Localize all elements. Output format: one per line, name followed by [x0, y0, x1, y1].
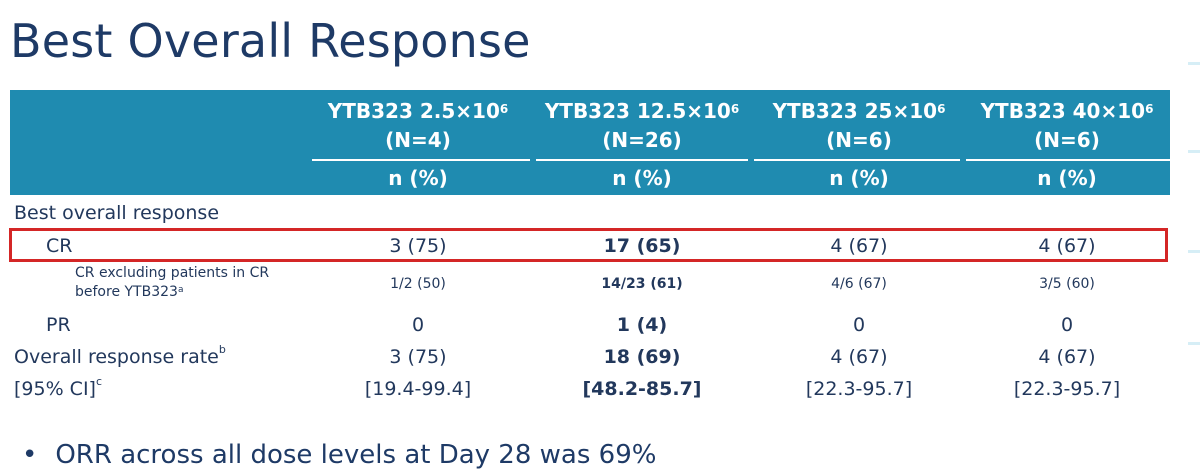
- column-header-4-name: YTB323 40×10: [980, 99, 1146, 123]
- column-header-3-exp: 6: [937, 102, 946, 116]
- column-header-4-n: (N=6): [1034, 128, 1100, 152]
- decorative-edge-mark: [1188, 150, 1200, 153]
- cell-cr-3: 4 (67): [830, 235, 888, 257]
- row-label-pr: PR: [46, 314, 71, 336]
- header-divider: [312, 159, 530, 161]
- cell-orr-2: 18 (69): [603, 346, 681, 368]
- header-divider: [754, 159, 960, 161]
- footnote-b: b: [218, 343, 226, 356]
- cell-pr-2: 1 (4): [616, 314, 668, 336]
- row-label-cr-excluding-line2: before YTB323: [75, 284, 178, 300]
- decorative-edge-mark: [1188, 342, 1200, 345]
- cell-cr-excl-3: 4/6 (67): [831, 276, 887, 292]
- bullet-dot-icon: •: [22, 440, 38, 470]
- row-label-orr-text: Overall response rate: [14, 346, 219, 368]
- column-header-3-name: YTB323 25×10: [772, 99, 938, 123]
- column-header-1-n: (N=4): [385, 128, 451, 152]
- column-header-2-n: (N=26): [602, 128, 682, 152]
- row-label-orr: Overall response rateb: [14, 343, 226, 368]
- section-label: Best overall response: [14, 202, 220, 224]
- decorative-edge-mark: [1188, 250, 1200, 253]
- cell-cr-excl-4: 3/5 (60): [1039, 276, 1095, 292]
- column-header-2-name: YTB323 12.5×10: [544, 99, 731, 123]
- cell-cr-excl-1: 1/2 (50): [390, 276, 446, 292]
- subheader-n-percent: n (%): [388, 166, 448, 190]
- cell-orr-1: 3 (75): [389, 346, 447, 368]
- subheader-n-percent: n (%): [829, 166, 889, 190]
- cell-ci-1: [19.4-99.4]: [364, 378, 472, 400]
- page-title: Best Overall Response: [10, 14, 531, 68]
- row-label-cr: CR: [46, 235, 73, 257]
- column-header-1-name: YTB323 2.5×10: [327, 99, 500, 123]
- header-divider: [536, 159, 748, 161]
- cell-cr-2: 17 (65): [603, 235, 681, 257]
- cell-pr-1: 0: [411, 314, 425, 336]
- cr-row-highlight: [9, 228, 1168, 262]
- cell-cr-excl-2: 14/23 (61): [601, 276, 683, 292]
- header-divider: [966, 159, 1170, 161]
- row-label-ci: [95% CI]c: [14, 375, 103, 400]
- cell-orr-3: 4 (67): [830, 346, 888, 368]
- cell-cr-1: 3 (75): [389, 235, 447, 257]
- column-header-3-n: (N=6): [826, 128, 892, 152]
- cell-cr-4: 4 (67): [1038, 235, 1096, 257]
- row-label-cr-excluding-line1: CR excluding patients in CR: [75, 265, 270, 281]
- column-header-2: YTB323 12.5×106 (N=26): [542, 97, 742, 155]
- cell-pr-4: 0: [1060, 314, 1074, 336]
- cell-ci-3: [22.3-95.7]: [805, 378, 913, 400]
- column-header-4: YTB323 40×106 (N=6): [967, 97, 1167, 155]
- subheader-n-percent: n (%): [612, 166, 672, 190]
- table-header-band: [10, 90, 1170, 195]
- bullet-text: ORR across all dose levels at Day 28 was…: [55, 440, 657, 470]
- subheader-n-percent: n (%): [1037, 166, 1097, 190]
- bullet-point: • ORR across all dose levels at Day 28 wa…: [22, 440, 656, 470]
- cell-pr-3: 0: [852, 314, 866, 336]
- footnote-c: c: [95, 375, 103, 388]
- decorative-edge-mark: [1188, 62, 1200, 65]
- cell-ci-2: [48.2-85.7]: [582, 378, 702, 400]
- footnote-a: a: [177, 285, 184, 295]
- column-header-2-exp: 6: [730, 102, 740, 116]
- column-header-4-exp: 6: [1145, 102, 1154, 116]
- row-label-cr-excluding: CR excluding patients in CR before YTB32…: [75, 264, 269, 302]
- column-header-1: YTB323 2.5×106 (N=4): [318, 97, 518, 155]
- cell-ci-4: [22.3-95.7]: [1013, 378, 1121, 400]
- row-label-ci-text: [95% CI]: [14, 378, 96, 400]
- column-header-3: YTB323 25×106 (N=6): [759, 97, 959, 155]
- cell-orr-4: 4 (67): [1038, 346, 1096, 368]
- column-header-1-exp: 6: [499, 102, 509, 116]
